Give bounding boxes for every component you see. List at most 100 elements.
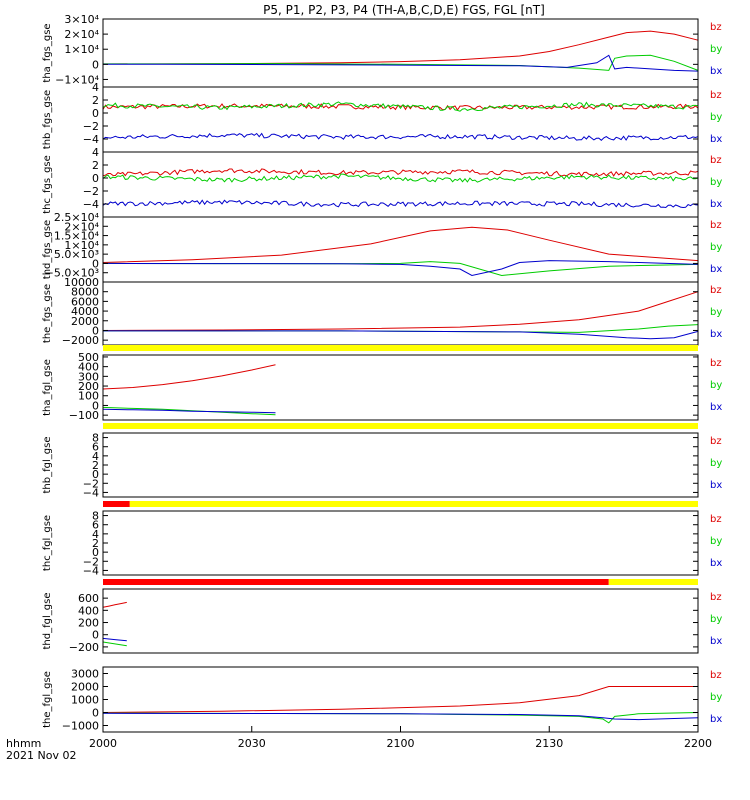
series-line-bx	[102, 199, 699, 209]
y-axis-title: thb_fgs_gse	[42, 90, 53, 149]
legend-bz: bz	[710, 592, 722, 603]
y-tick-label: 3000	[71, 668, 99, 681]
series-line-bx	[103, 330, 699, 340]
legend-bx: bx	[710, 714, 722, 725]
series-line-bx	[102, 712, 699, 721]
legend-by: by	[710, 692, 722, 703]
y-tick-label: 1×10⁴	[64, 43, 99, 56]
legend-bz: bz	[710, 22, 722, 33]
x-tick-label: 2030	[238, 737, 266, 750]
panel-thb_fgs_gse: 420−2−4 thb_fgs_gse bz by bx	[42, 81, 722, 153]
panel-frame	[102, 216, 699, 283]
panel-frame	[102, 510, 699, 576]
series-line-bz	[102, 168, 699, 178]
y-tick-label: 2.5×10⁴	[54, 211, 100, 224]
y-axis-title: thc_fgs_gse	[42, 155, 53, 214]
y-tick-label: −5.0×10³	[45, 267, 99, 280]
legend-by: by	[710, 536, 722, 547]
y-tick-label: −1000	[62, 720, 99, 733]
y-tick-label: −4	[83, 198, 99, 211]
legend-bz: bz	[710, 514, 722, 525]
panel-frame	[102, 86, 699, 153]
y-tick-label: 3×10⁴	[64, 13, 99, 26]
status-bar-segment-red	[103, 501, 130, 507]
y-tick-label: 2	[92, 94, 99, 107]
x-tick-label: 2200	[684, 737, 712, 750]
panel-frame	[102, 151, 699, 218]
y-tick-label: 8	[92, 510, 99, 523]
y-tick-label: 8000	[71, 286, 99, 299]
y-tick-label: 4	[92, 146, 99, 159]
y-tick-label: 200	[78, 380, 99, 393]
y-tick-label: −2000	[62, 334, 99, 347]
y-tick-label: 8	[92, 432, 99, 445]
y-tick-label: −2	[83, 185, 99, 198]
y-tick-label: 400	[78, 361, 99, 374]
y-tick-label: 2	[92, 159, 99, 172]
y-tick-label: 0	[92, 399, 99, 412]
series-line-bz	[102, 291, 699, 331]
y-tick-label: −4	[83, 486, 99, 499]
y-tick-label: 0	[92, 172, 99, 185]
legend-bx: bx	[710, 66, 722, 77]
y-tick-label: 2	[92, 537, 99, 550]
x-tick-label: 2000	[89, 737, 117, 750]
legend-bx: bx	[710, 636, 722, 647]
legend-by: by	[710, 242, 722, 253]
x-corner-label-date: 2021 Nov 02	[6, 749, 76, 762]
series-line-bx	[102, 637, 127, 642]
y-tick-label: −100	[69, 409, 99, 422]
legend-by: by	[710, 380, 722, 391]
y-tick-label: 5.0×10³	[54, 248, 99, 261]
legend-bx: bx	[710, 402, 722, 413]
y-tick-label: 4000	[71, 305, 99, 318]
y-tick-label: 300	[78, 370, 99, 383]
legend-by: by	[710, 614, 722, 625]
series-line-bx	[103, 54, 699, 72]
legend-bz: bz	[710, 285, 722, 296]
y-tick-label: 2×10⁴	[64, 28, 99, 41]
y-tick-label: 0	[92, 58, 99, 71]
legend-bx: bx	[710, 199, 722, 210]
legend-bz: bz	[710, 220, 722, 231]
y-tick-label: 0	[92, 107, 99, 120]
y-tick-label: −2	[83, 120, 99, 133]
y-axis-title: thb_fgl_gse	[42, 437, 53, 494]
series-line-by	[103, 54, 699, 71]
y-tick-label: 6000	[71, 295, 99, 308]
y-tick-label: 0	[92, 468, 99, 481]
series-line-by	[102, 641, 127, 647]
x-tick-label: 2130	[535, 737, 563, 750]
legend-by: by	[710, 177, 722, 188]
y-axis-title: thc_fgl_gse	[42, 515, 53, 571]
x-corner-label-hhmm: hhmm	[6, 737, 41, 750]
y-tick-label: −2	[83, 555, 99, 568]
y-tick-label: 500	[78, 351, 99, 364]
panel-thd_fgs_gse: 2.5×10⁴2×10⁴1.5×10⁴1×10⁴5.0×10³0−5.0×10³…	[42, 211, 722, 283]
y-axis-title: the_fgs_gse	[42, 284, 53, 343]
legend-bz: bz	[710, 670, 722, 681]
legend-bx: bx	[710, 480, 722, 491]
legend-bx: bx	[710, 329, 722, 340]
y-tick-label: 6	[92, 519, 99, 532]
status-bar-segment-yellow	[103, 345, 698, 351]
y-tick-label: 1.5×10⁴	[54, 230, 100, 243]
legend-by: by	[710, 458, 722, 469]
y-tick-label: 100	[78, 390, 99, 403]
series-line-bz	[102, 30, 699, 65]
panel-thc_fgs_gse: 420−2−4 thc_fgs_gse bz by bx	[42, 146, 722, 218]
legend-by: by	[710, 307, 722, 318]
y-tick-label: 0	[92, 324, 99, 337]
y-axis-title: thd_fgs_gse	[42, 220, 53, 279]
x-tick-label: 2100	[387, 737, 415, 750]
y-tick-label: −1×10⁴	[55, 73, 99, 86]
y-tick-label: 4	[92, 81, 99, 94]
panel-frame	[102, 588, 699, 654]
